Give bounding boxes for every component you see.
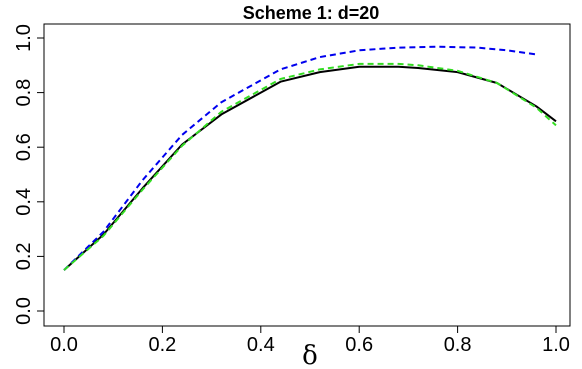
x-tick-label: 1.0 (542, 334, 570, 356)
y-tick-label: 1.0 (13, 24, 35, 52)
y-tick-label: 0.0 (13, 297, 35, 325)
y-tick-label: 0.2 (13, 242, 35, 270)
y-tick-label: 0.4 (13, 188, 35, 216)
chart-title: Scheme 1: d=20 (243, 3, 380, 23)
x-tick-label: 0.6 (345, 334, 373, 356)
plot-frame (43, 23, 571, 327)
x-axis-label: δ (302, 341, 318, 369)
x-axis: 0.0 0.2 0.4 0.6 0.8 1.0 (50, 325, 570, 356)
y-tick-label: 0.8 (13, 79, 35, 107)
series-line-1 (63, 65, 557, 271)
y-tick-label: 0.6 (13, 133, 35, 161)
y-axis: 0.0 0.2 0.4 0.6 0.8 1.0 (13, 24, 45, 325)
x-tick-label: 0.8 (444, 334, 472, 356)
series-line-2 (63, 45, 537, 271)
series-line-3 (63, 62, 557, 271)
series-layer (63, 45, 557, 271)
x-tick-label: 0.2 (148, 334, 176, 356)
x-tick-label: 0.4 (247, 334, 275, 356)
x-tick-label: 0.0 (50, 334, 78, 356)
